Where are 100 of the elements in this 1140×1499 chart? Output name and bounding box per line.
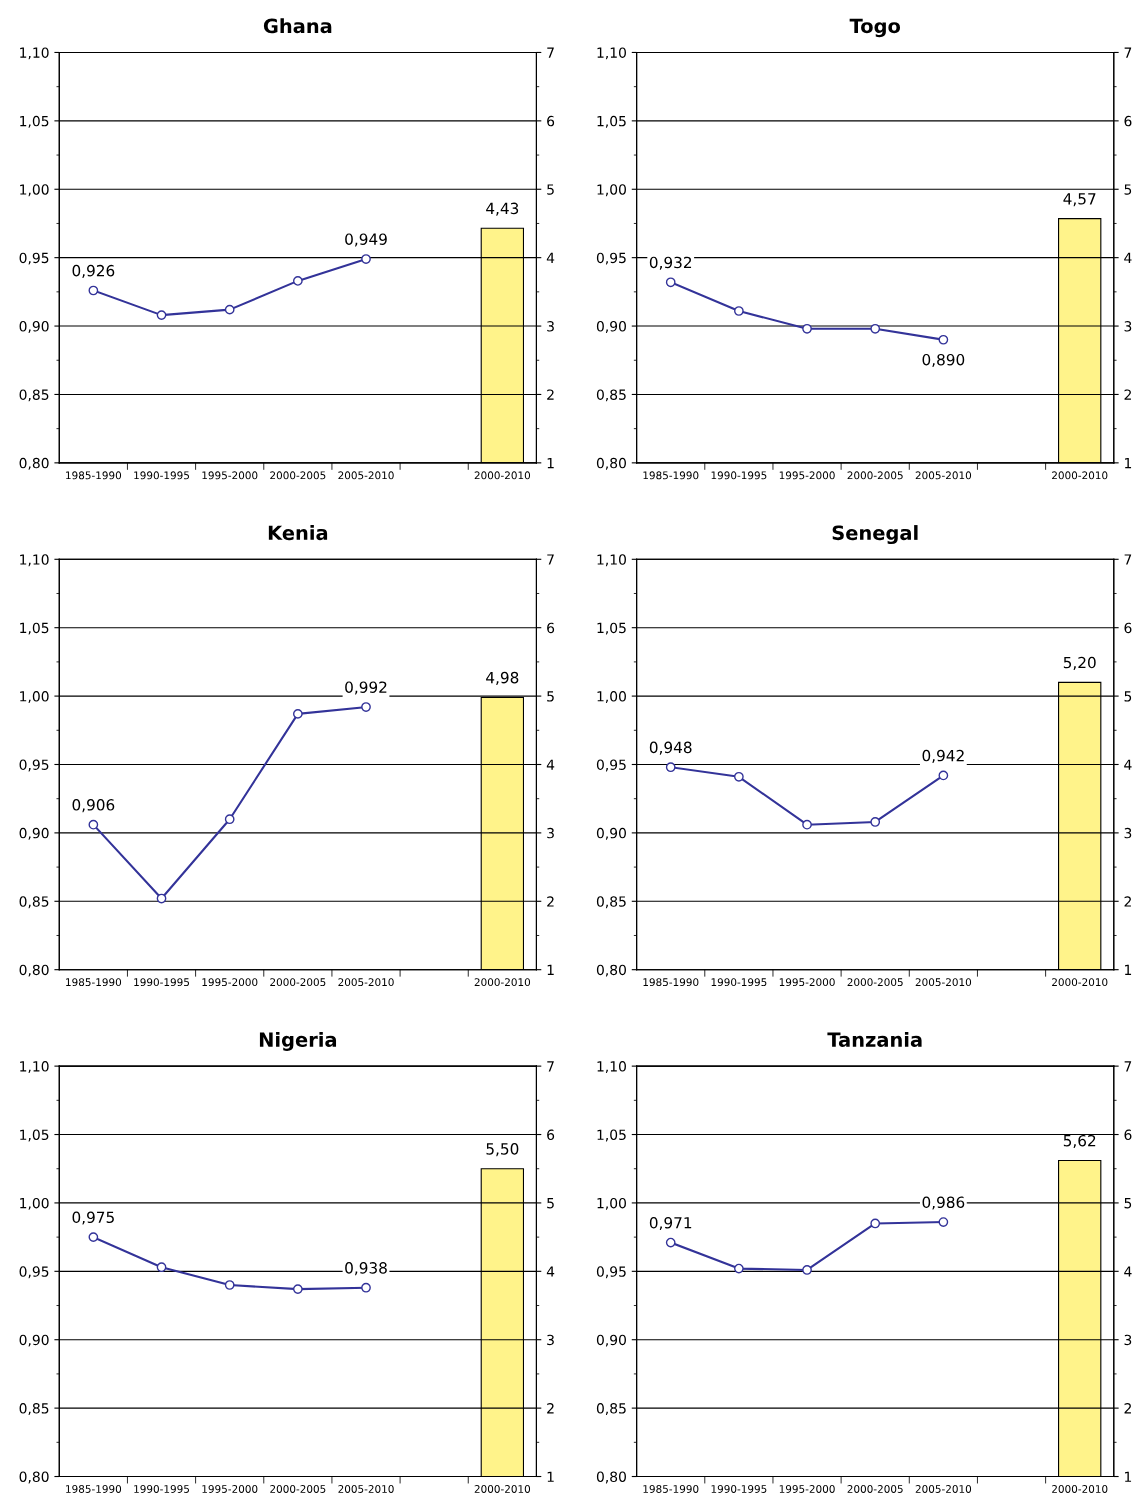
x-tick-label: 1995-2000 — [779, 1485, 835, 1493]
x-tick-label: 1990-1995 — [711, 471, 767, 480]
x-tick-label: 2000-2005 — [270, 978, 326, 987]
x-tick-label: 1990-1995 — [134, 1485, 190, 1493]
y-tick-label: 0,95 — [596, 759, 626, 772]
data-label: 0,986 — [922, 1196, 965, 1210]
point — [734, 771, 744, 782]
y-tick-label: 1,05 — [597, 115, 626, 128]
point — [156, 1262, 167, 1273]
y-tick-label: 0,90 — [596, 827, 626, 840]
data-label: 0,971 — [649, 1216, 692, 1231]
y2-tick-label: 1 — [1125, 1471, 1132, 1482]
y2-tick-label: 5 — [547, 691, 554, 702]
chart-title: Senegal — [832, 525, 918, 545]
y-tick-label: 1,00 — [597, 184, 626, 197]
x-tick-label: 1985-1990 — [643, 1485, 699, 1493]
x-tick-label: 2005-2010 — [915, 1485, 972, 1493]
point — [156, 893, 167, 904]
point — [802, 1265, 812, 1275]
point — [665, 762, 676, 773]
point — [938, 334, 949, 345]
x-tick-label: 2000-2005 — [847, 978, 903, 987]
y-tick-label: 1,00 — [20, 184, 49, 197]
point — [734, 1263, 744, 1274]
point — [870, 323, 881, 334]
point — [88, 285, 99, 296]
y2-tick-label: 6 — [1124, 1129, 1132, 1140]
x-tick-label: 2000-2010 — [1052, 1485, 1108, 1493]
y-tick-label: 0,95 — [596, 1266, 626, 1279]
y-tick-label: 1,00 — [597, 691, 626, 703]
y2-tick-label: 5 — [1124, 1198, 1132, 1209]
x-tick-label: 2005-2010 — [338, 1485, 394, 1493]
y2-tick-label: 2 — [1124, 389, 1131, 400]
y2-tick-label: 7 — [547, 1061, 554, 1072]
chart-title: Togo — [849, 18, 901, 38]
x-tick-label: 2000-2005 — [270, 471, 326, 480]
y2-tick-label: 3 — [1124, 827, 1132, 839]
y-tick-label: 0,90 — [19, 827, 49, 840]
y2-tick-label: 4 — [1124, 1266, 1132, 1277]
y2-tick-label: 6 — [547, 622, 555, 634]
point — [802, 323, 812, 334]
point — [665, 1237, 676, 1248]
data-label: 0,938 — [345, 1262, 387, 1276]
x-tick-label: 1990-1995 — [134, 471, 190, 480]
x-tick-label: 1985-1990 — [66, 978, 122, 987]
y-tick-label: 0,80 — [19, 1471, 49, 1484]
y-tick-label: 0,85 — [596, 896, 626, 909]
data-label: 5,62 — [1063, 1134, 1096, 1148]
y2-tick-label: 6 — [547, 1129, 555, 1140]
y2-tick-label: 5 — [1124, 691, 1132, 702]
y-tick-label: 0,80 — [596, 1471, 626, 1484]
point — [224, 814, 235, 825]
y2-tick-label: 2 — [547, 1403, 554, 1414]
x-tick-label: 2000-2005 — [847, 471, 903, 480]
y-tick-label: 1,10 — [597, 1061, 626, 1074]
chart-title: Tanzania — [827, 1031, 922, 1047]
y-tick-label: 1,05 — [597, 1129, 626, 1142]
point — [156, 310, 167, 320]
y-tick-label: 0,85 — [596, 1403, 626, 1416]
x-tick-label: 1995-2000 — [779, 471, 835, 480]
y2-tick-label: 6 — [1124, 115, 1132, 127]
y-tick-label: 0,95 — [19, 759, 49, 772]
y2-tick-label: 1 — [547, 964, 554, 975]
x-tick-label: 1990-1995 — [711, 978, 767, 987]
x-tick-label: 2005-2010 — [338, 978, 394, 987]
x-tick-label: 2000-2010 — [474, 1485, 531, 1493]
y2-tick-label: 1 — [547, 1471, 554, 1482]
y2-tick-label: 2 — [1124, 896, 1131, 907]
data-label: 0,890 — [922, 353, 965, 368]
y2-tick-label: 2 — [1124, 1403, 1131, 1414]
x-tick-label: 1995-2000 — [202, 1485, 258, 1493]
point — [88, 819, 99, 830]
y2-tick-label: 7 — [1124, 47, 1132, 58]
x-tick-label: 2005-2010 — [915, 471, 972, 480]
y2-tick-label: 4 — [1124, 252, 1132, 263]
data-label: 0,942 — [922, 749, 964, 763]
y-tick-label: 1,10 — [20, 1061, 49, 1074]
data-label: 0,948 — [649, 741, 692, 755]
y2-tick-label: 1 — [547, 458, 554, 469]
point — [292, 1284, 303, 1294]
y-tick-label: 1,05 — [20, 622, 49, 635]
y2-tick-label: 5 — [1124, 184, 1132, 195]
x-tick-label: 2005-2010 — [915, 978, 972, 987]
y2-tick-label: 7 — [547, 554, 554, 565]
y-tick-label: 0,80 — [19, 457, 49, 470]
y2-tick-label: 2 — [547, 896, 554, 907]
y2-tick-label: 5 — [547, 184, 554, 195]
y-tick-label: 0,90 — [596, 321, 626, 333]
y-tick-label: 1,10 — [597, 554, 626, 567]
data-label: 5,50 — [486, 1143, 519, 1157]
y-tick-label: 0,80 — [596, 457, 626, 470]
data-label: 0,932 — [649, 256, 692, 270]
y-tick-label: 1,00 — [597, 1197, 626, 1210]
x-tick-label: 1985-1990 — [66, 471, 122, 480]
y2-tick-label: 2 — [547, 389, 554, 400]
y2-tick-label: 3 — [1124, 1334, 1132, 1346]
x-tick-label: 1990-1995 — [711, 1485, 767, 1493]
y2-tick-label: 7 — [1124, 554, 1132, 565]
x-tick-label: 1985-1990 — [66, 1485, 122, 1493]
y-tick-label: 0,80 — [596, 964, 626, 977]
